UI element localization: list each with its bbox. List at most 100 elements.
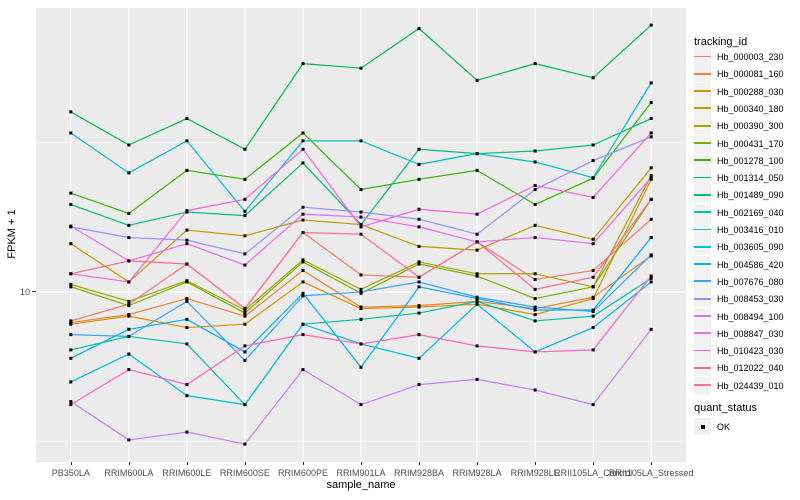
- legend-label: Hb_000003_230: [717, 52, 784, 62]
- data-point: [243, 314, 247, 318]
- data-point: [185, 242, 189, 246]
- data-point: [359, 290, 363, 294]
- x-tick-mark: [302, 462, 304, 465]
- data-point: [243, 358, 247, 362]
- legend-entry-Hb_024439_010: Hb_024439_010: [694, 376, 800, 394]
- data-point: [69, 191, 73, 195]
- data-point: [591, 143, 595, 147]
- line-swatch-icon: [694, 297, 711, 300]
- legend-entry-Hb_001278_100: Hb_001278_100: [694, 151, 800, 169]
- legend-label: Hb_000431_170: [717, 138, 784, 149]
- legend-key: [694, 151, 711, 169]
- data-point: [69, 224, 73, 228]
- legend-label: Hb_000390_300: [717, 121, 784, 132]
- line-swatch-icon: [694, 124, 711, 127]
- legend-label: Hb_003605_090: [717, 242, 784, 253]
- legend-entry-Hb_002169_040: Hb_002169_040: [694, 203, 800, 221]
- line-swatch-icon: [694, 349, 711, 352]
- data-point: [301, 231, 305, 235]
- data-point: [301, 280, 305, 284]
- x-tick-label: PB350LA: [51, 468, 90, 478]
- legend-entry-Hb_000431_170: Hb_000431_170: [694, 134, 800, 152]
- data-point: [591, 403, 595, 407]
- data-point: [359, 365, 363, 369]
- data-point: [359, 188, 363, 192]
- line-swatch-icon: [694, 332, 711, 335]
- x-tick-label: RRII105LA_Stressed: [608, 468, 694, 478]
- line-swatch-icon: [694, 90, 711, 92]
- plot-panel: [36, 8, 686, 462]
- square-marker-icon: [700, 424, 705, 429]
- legend-key: [694, 221, 711, 238]
- data-point: [243, 322, 247, 326]
- data-point: [475, 272, 479, 276]
- data-point: [475, 212, 479, 216]
- y-axis-title: FPKM + 1: [6, 209, 18, 259]
- data-point: [533, 278, 537, 282]
- data-point: [649, 23, 653, 27]
- data-point: [359, 66, 363, 70]
- data-point: [185, 326, 189, 330]
- data-point: [185, 228, 189, 232]
- data-point: [417, 275, 421, 279]
- y-tick-mark: [32, 291, 36, 292]
- data-point: [359, 403, 363, 407]
- legend-entry-Hb_000081_160: Hb_000081_160: [694, 65, 800, 83]
- x-tick-label: RRII105LA_Control: [554, 468, 633, 478]
- quant-status-key: [694, 418, 711, 435]
- x-tick-mark: [128, 462, 130, 465]
- line-swatch-icon: [694, 263, 711, 265]
- data-point: [591, 268, 595, 272]
- legend-key: [694, 48, 711, 65]
- data-point: [417, 244, 421, 248]
- data-point: [243, 263, 247, 267]
- data-point: [591, 310, 595, 314]
- data-point: [533, 350, 537, 354]
- data-point: [649, 274, 653, 278]
- data-point: [69, 400, 73, 404]
- legend-key: [694, 169, 711, 187]
- data-point: [475, 274, 479, 278]
- data-point: [127, 352, 131, 356]
- data-point: [301, 258, 305, 262]
- x-tick-label: RRIM928LA: [452, 468, 502, 478]
- data-point: [417, 27, 421, 31]
- data-point: [649, 131, 653, 135]
- data-point: [533, 203, 537, 207]
- line-swatch-icon: [694, 211, 711, 214]
- legend-entry-Hb_010423_030: Hb_010423_030: [694, 342, 800, 360]
- data-point: [417, 162, 421, 166]
- data-point: [185, 139, 189, 143]
- data-point: [417, 147, 421, 151]
- legend-key: [694, 342, 711, 360]
- legend-key: [694, 255, 711, 273]
- data-point: [649, 166, 653, 170]
- legend-entry-Hb_008494_100: Hb_008494_100: [694, 307, 800, 325]
- data-point: [417, 262, 421, 266]
- data-point: [243, 307, 247, 311]
- data-point: [359, 273, 363, 277]
- data-point: [533, 62, 537, 66]
- legend-entry-Hb_000288_030: Hb_000288_030: [694, 82, 800, 100]
- x-tick-mark: [477, 462, 479, 465]
- data-point: [185, 299, 189, 303]
- data-point: [301, 260, 305, 264]
- data-point: [649, 197, 653, 201]
- data-point: [417, 217, 421, 221]
- line-swatch-icon: [694, 384, 711, 387]
- data-point: [243, 311, 247, 315]
- data-point: [69, 356, 73, 360]
- legend-label: Hb_024439_010: [717, 380, 784, 391]
- x-tick-mark: [186, 462, 188, 465]
- line-swatch-icon: [694, 280, 711, 283]
- data-point: [533, 319, 537, 323]
- data-point: [127, 334, 131, 338]
- data-point: [649, 327, 653, 331]
- legend-label: Hb_008494_100: [717, 311, 784, 322]
- data-point: [127, 314, 131, 318]
- data-point: [243, 442, 247, 446]
- legend-key: [694, 203, 711, 221]
- data-point: [475, 295, 479, 299]
- data-point: [185, 394, 189, 398]
